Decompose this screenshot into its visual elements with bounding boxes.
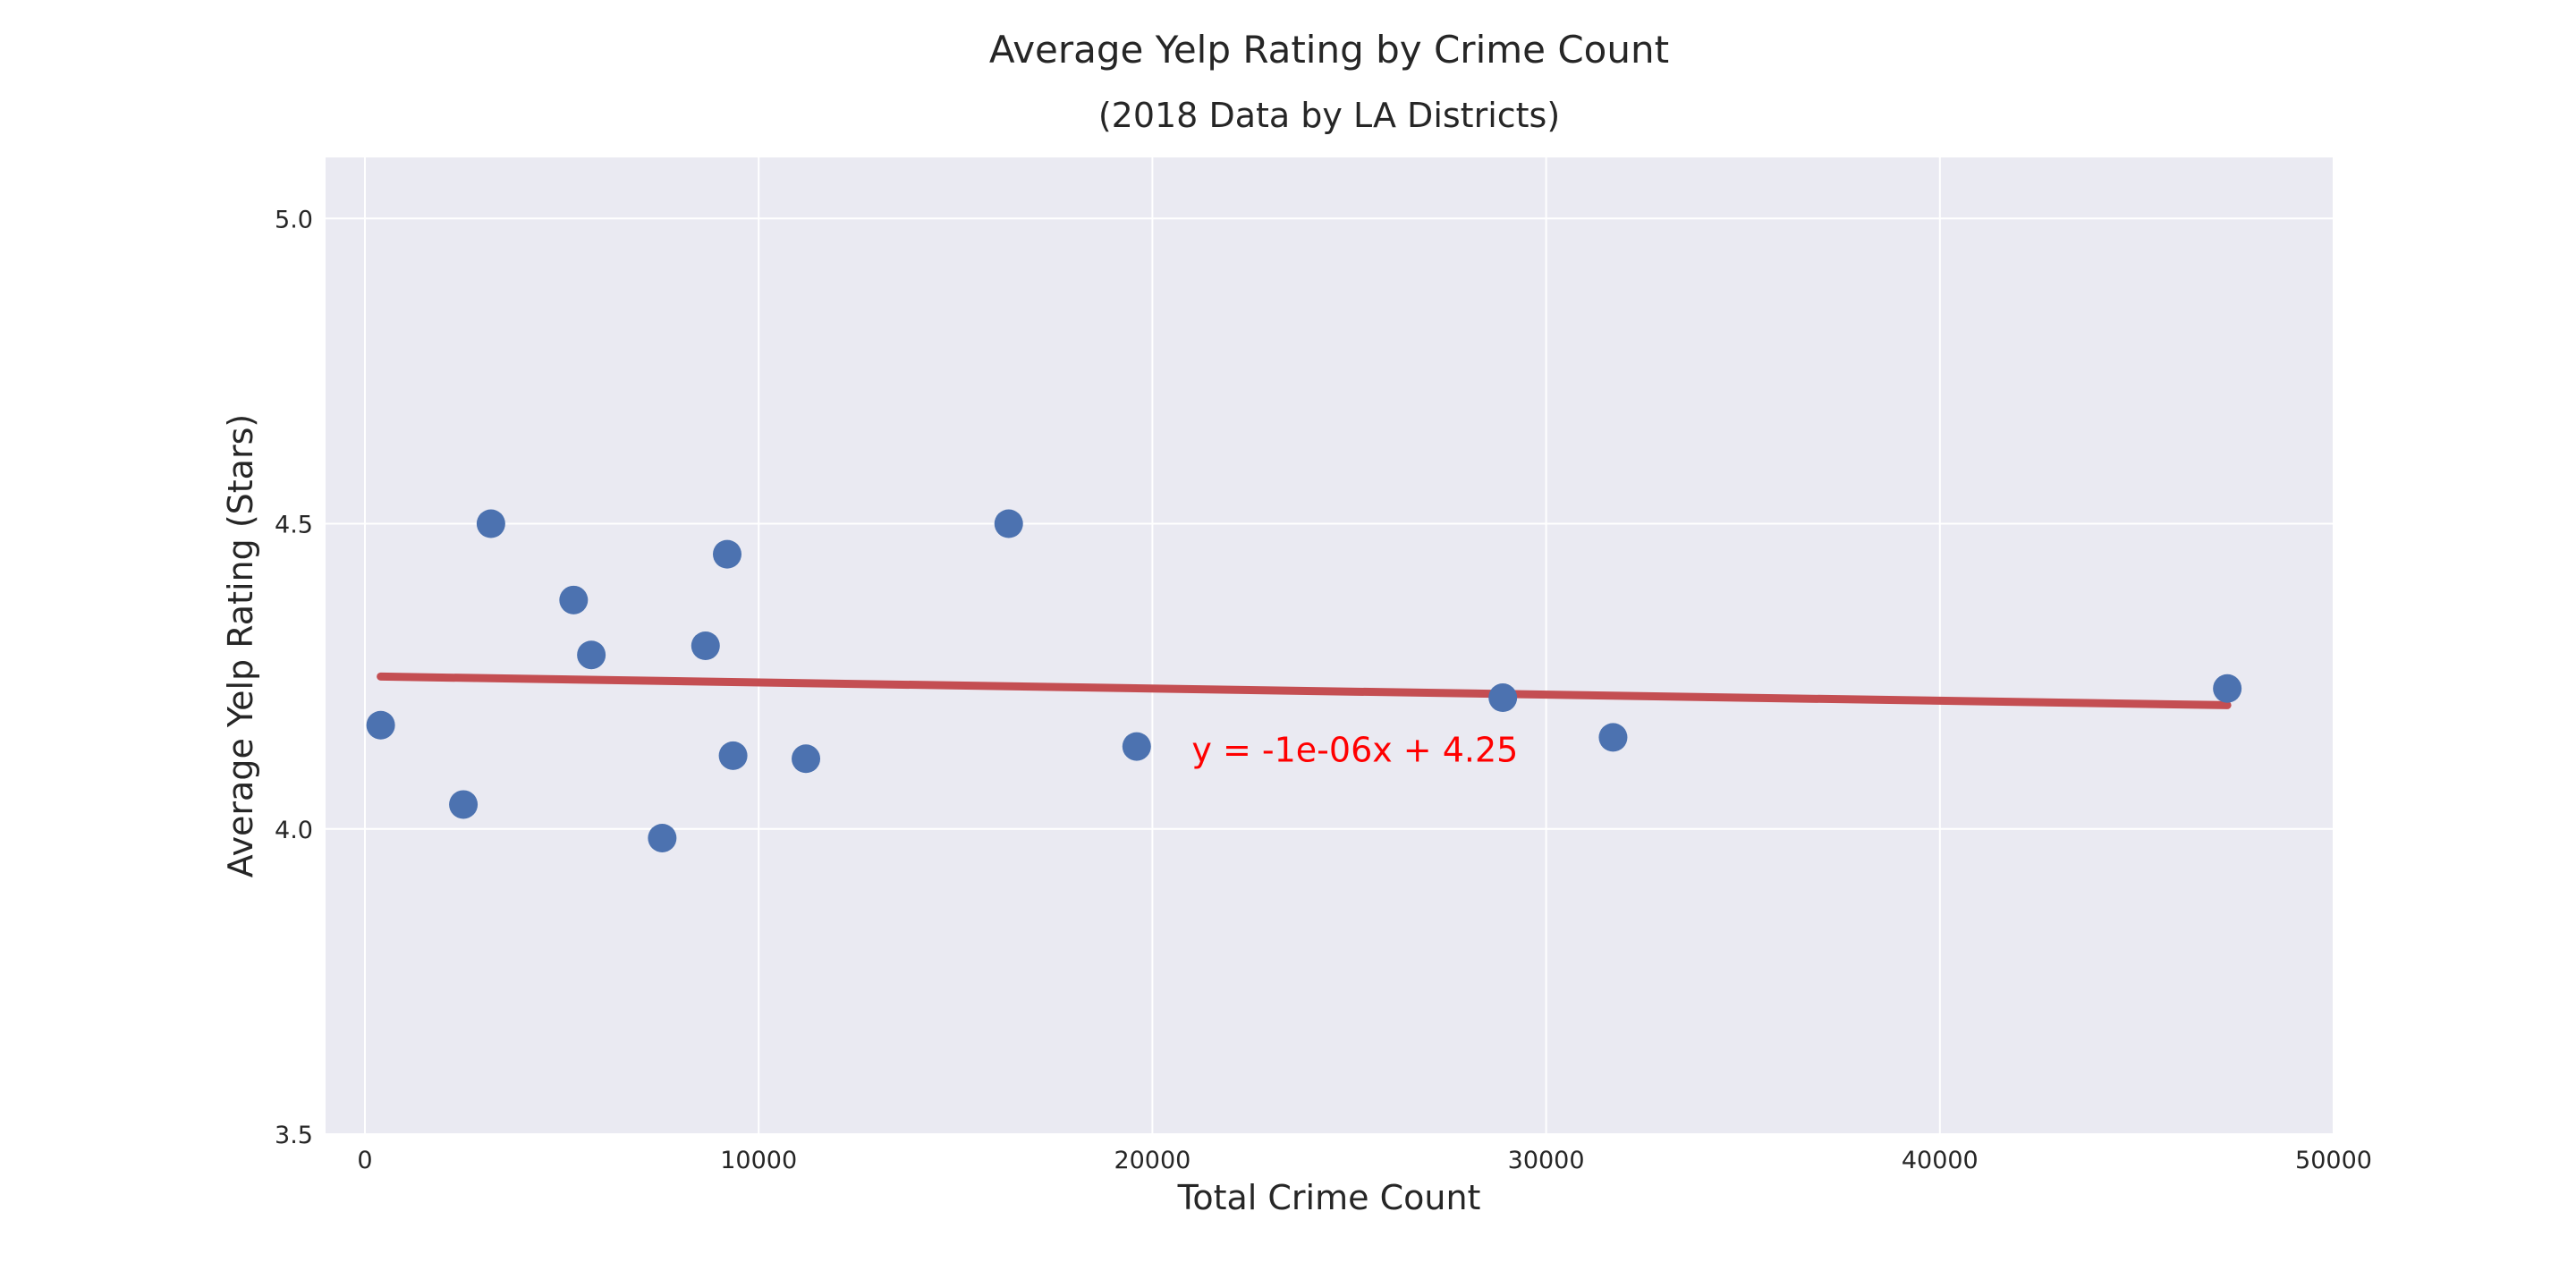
regression-line	[377, 672, 2232, 709]
data-point	[994, 509, 1023, 538]
x-tick-label: 20000	[1114, 1147, 1191, 1174]
axis-ticks: 0 10000 20000 30000 40000 50000 3.5 4.0 4.5 5.0	[275, 206, 2372, 1174]
data-point	[1598, 723, 1628, 752]
y-tick-label: 4.5	[275, 512, 313, 539]
data-point	[1488, 683, 1518, 713]
y-tick-label: 4.0	[275, 817, 313, 844]
data-point	[718, 741, 748, 770]
y-axis-label: Average Yelp Rating (Stars)	[221, 414, 260, 877]
data-point	[691, 631, 720, 660]
data-point	[2213, 674, 2242, 703]
data-point	[476, 509, 505, 538]
grid-lines	[326, 157, 2334, 1135]
chart-title: Average Yelp Rating by Crime Count	[989, 28, 1669, 72]
x-tick-label: 50000	[2295, 1147, 2372, 1174]
x-tick-label: 40000	[1902, 1147, 1979, 1174]
data-point	[366, 710, 395, 740]
chart-subtitle: (2018 Data by LA Districts)	[1098, 96, 1560, 135]
data-point	[648, 823, 677, 852]
regression-equation: y = -1e-06x + 4.25	[1191, 731, 1518, 770]
x-tick-label: 10000	[720, 1147, 797, 1174]
x-tick-label: 0	[357, 1147, 372, 1174]
data-point	[577, 640, 606, 670]
data-point	[792, 744, 821, 774]
x-tick-label: 30000	[1508, 1147, 1585, 1174]
data-point	[1122, 732, 1151, 761]
y-tick-label: 3.5	[275, 1122, 313, 1149]
data-point	[713, 539, 741, 569]
data-point	[559, 585, 589, 614]
y-tick-label: 5.0	[275, 206, 313, 233]
x-axis-label: Total Crime Count	[1177, 1178, 1481, 1217]
data-points	[366, 509, 2242, 852]
data-point	[449, 790, 479, 819]
plot-area	[326, 157, 2334, 1134]
